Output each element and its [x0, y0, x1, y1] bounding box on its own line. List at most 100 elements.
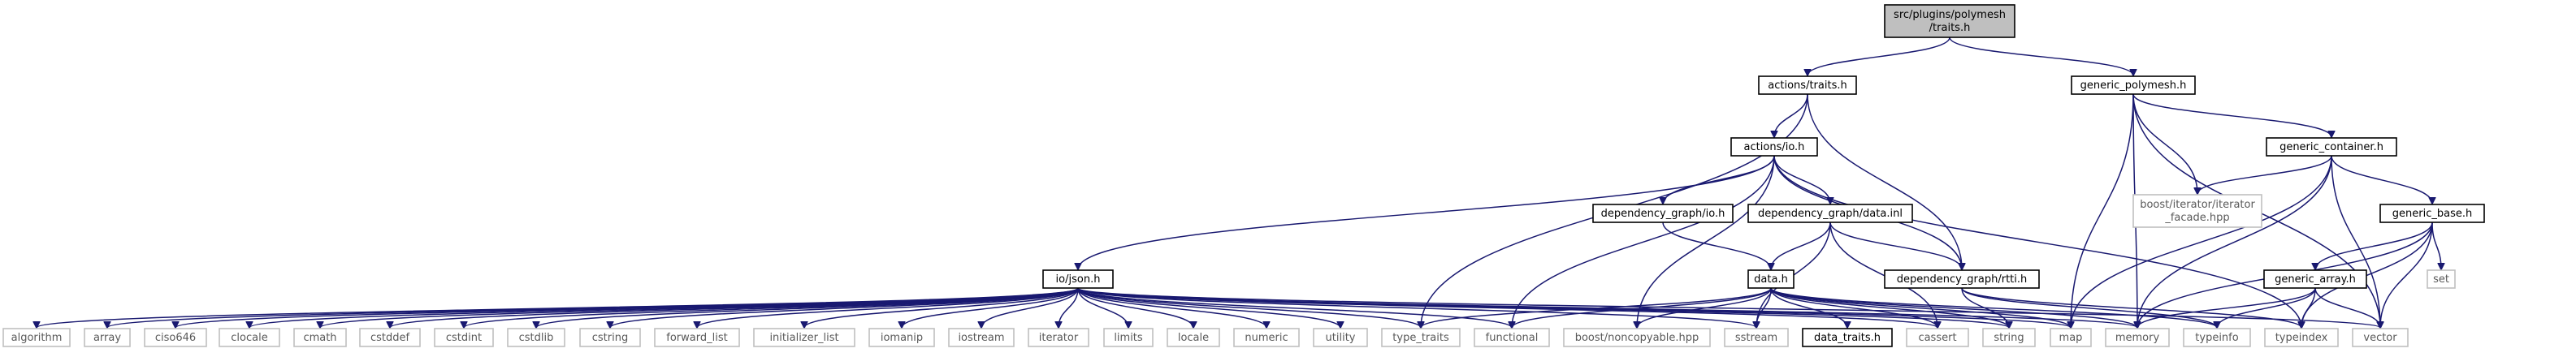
node-numeric: numeric — [1233, 328, 1300, 347]
edge-generic_polymesh-to-generic_container — [2132, 93, 2331, 137]
edge-dg_rtti-to-typeinfo — [1961, 287, 2217, 328]
node-actions_traits[interactable]: actions/traits.h — [1758, 75, 1857, 95]
node-root[interactable]: src/plugins/polymesh/traits.h — [1884, 4, 2015, 38]
node-label-root: src/plugins/polymesh — [1894, 9, 2006, 21]
node-initializer_list: initializer_list — [753, 328, 855, 347]
node-generic_base[interactable]: generic_base.h — [2379, 204, 2485, 223]
edge-actions_io-to-typeindex — [1773, 155, 2301, 328]
node-forward_list: forward_list — [654, 328, 740, 347]
node-memory: memory — [2105, 328, 2170, 347]
edge-generic_array-to-typeinfo — [2217, 287, 2316, 328]
node-box-forward_list — [654, 328, 740, 347]
node-box-io_json — [1042, 269, 1114, 289]
node-box-ciso646 — [144, 328, 207, 347]
edge-data_h-to-typeinfo — [1770, 287, 2217, 328]
node-box-locale — [1167, 328, 1220, 347]
node-label-data_h: data.h — [1754, 273, 1788, 286]
node-typeindex: typeindex — [2264, 328, 2339, 347]
node-iostream: iostream — [948, 328, 1015, 347]
node-generic_array[interactable]: generic_array.h — [2263, 269, 2367, 289]
node-array: array — [84, 328, 131, 347]
edge-generic_base-to-generic_array — [2315, 222, 2433, 269]
edge-actions_io-to-functional — [1512, 155, 1775, 328]
node-box-generic_container — [2266, 137, 2397, 157]
edge-io_json-to-forward_list — [697, 287, 1079, 328]
node-label-generic_array: generic_array.h — [2275, 273, 2356, 286]
node-label-generic_container: generic_container.h — [2279, 141, 2383, 153]
node-label-sstream: sstream — [1735, 332, 1777, 344]
node-box-root — [1884, 4, 2015, 38]
node-clocale: clocale — [219, 328, 280, 347]
node-label-map: map — [2059, 332, 2083, 344]
node-data_h[interactable]: data.h — [1747, 269, 1795, 289]
edge-actions_io-to-dg_io — [1663, 155, 1775, 204]
node-label-type_traits: type_traits — [1392, 332, 1449, 344]
node-box-iostream — [948, 328, 1015, 347]
node-cstdint: cstdint — [434, 328, 494, 347]
edge-dg_data_inl-to-cassert — [1829, 222, 1937, 328]
edge-data_h-to-memory — [1770, 287, 2137, 328]
node-label-boost_noncopyable: boost/noncopyable.hpp — [1575, 332, 1699, 344]
edge-io_json-to-iterator — [1059, 287, 1079, 328]
node-label-cstdlib: cstdlib — [519, 332, 554, 344]
edge-generic_container-to-map — [2071, 155, 2332, 328]
node-dg_data_inl[interactable]: dependency_graph/data.inl — [1747, 204, 1913, 223]
node-iomanip: iomanip — [868, 328, 935, 347]
node-box-typeinfo — [2183, 328, 2251, 347]
node-label-numeric: numeric — [1245, 332, 1288, 344]
node-data_traits[interactable]: data_traits.h — [1802, 328, 1893, 347]
node-box-iomanip — [868, 328, 935, 347]
node-label-iterator: iterator — [1039, 332, 1079, 344]
node-label-set: set — [2433, 273, 2449, 286]
edge-io_json-to-iomanip — [902, 287, 1079, 328]
node-generic_container[interactable]: generic_container.h — [2266, 137, 2397, 157]
edge-actions_io-to-dg_data_inl — [1773, 155, 1830, 204]
node-label-io_json: io/json.h — [1056, 273, 1101, 286]
node-box-cstring — [579, 328, 641, 347]
node-cmath: cmath — [293, 328, 347, 347]
edge-io_json-to-cstring — [610, 287, 1079, 328]
edge-data_h-to-data_traits — [1770, 287, 1847, 328]
node-box-map — [2050, 328, 2092, 347]
node-cassert: cassert — [1906, 328, 1969, 347]
node-box-data_traits — [1802, 328, 1893, 347]
node-label-memory: memory — [2115, 332, 2160, 344]
node-cstdlib: cstdlib — [507, 328, 565, 347]
edge-io_json-to-numeric — [1077, 287, 1266, 328]
node-box-generic_polymesh — [2071, 75, 2196, 95]
edge-generic_container-to-vector — [2331, 155, 2380, 328]
edge-generic_container-to-memory — [2137, 155, 2332, 328]
node-locale: locale — [1167, 328, 1220, 347]
node-generic_polymesh[interactable]: generic_polymesh.h — [2071, 75, 2196, 95]
node-dg_rtti[interactable]: dependency_graph/rtti.h — [1884, 269, 2040, 289]
edge-data_h-to-string — [1770, 287, 2009, 328]
node-label-generic_polymesh: generic_polymesh.h — [2080, 80, 2187, 92]
node-label-root: /traits.h — [1929, 22, 1971, 34]
node-dg_io[interactable]: dependency_graph/io.h — [1592, 204, 1734, 223]
node-box-dg_io — [1592, 204, 1734, 223]
node-io_json[interactable]: io/json.h — [1042, 269, 1114, 289]
node-box-typeindex — [2264, 328, 2339, 347]
node-label-iostream: iostream — [958, 332, 1004, 344]
node-label-actions_traits: actions/traits.h — [1768, 80, 1846, 92]
edge-io_json-to-locale — [1077, 287, 1193, 328]
edge-generic_base-to-vector — [2380, 222, 2433, 328]
node-cstddef: cstddef — [359, 328, 421, 347]
node-vector: vector — [2352, 328, 2409, 347]
node-box-array — [84, 328, 131, 347]
edge-root-to-actions_traits — [1808, 37, 1950, 75]
node-box-clocale — [219, 328, 280, 347]
node-label-locale: locale — [1178, 332, 1209, 344]
node-label-boost_facade: _facade.hpp — [2164, 212, 2229, 224]
node-label-dg_rtti: dependency_graph/rtti.h — [1897, 273, 2028, 286]
edge-generic_base-to-set — [2431, 222, 2441, 269]
edge-io_json-to-sstream — [1077, 287, 1756, 328]
node-label-forward_list: forward_list — [666, 332, 727, 344]
edge-actions_traits-to-dg_rtti — [1807, 93, 1962, 269]
node-actions_io[interactable]: actions/io.h — [1730, 137, 1818, 157]
edge-data_h-to-cassert — [1770, 287, 1937, 328]
edges-layer — [37, 37, 2441, 328]
edge-io_json-to-vector — [1077, 287, 2380, 328]
edge-generic_container-to-boost_facade — [2197, 155, 2332, 194]
